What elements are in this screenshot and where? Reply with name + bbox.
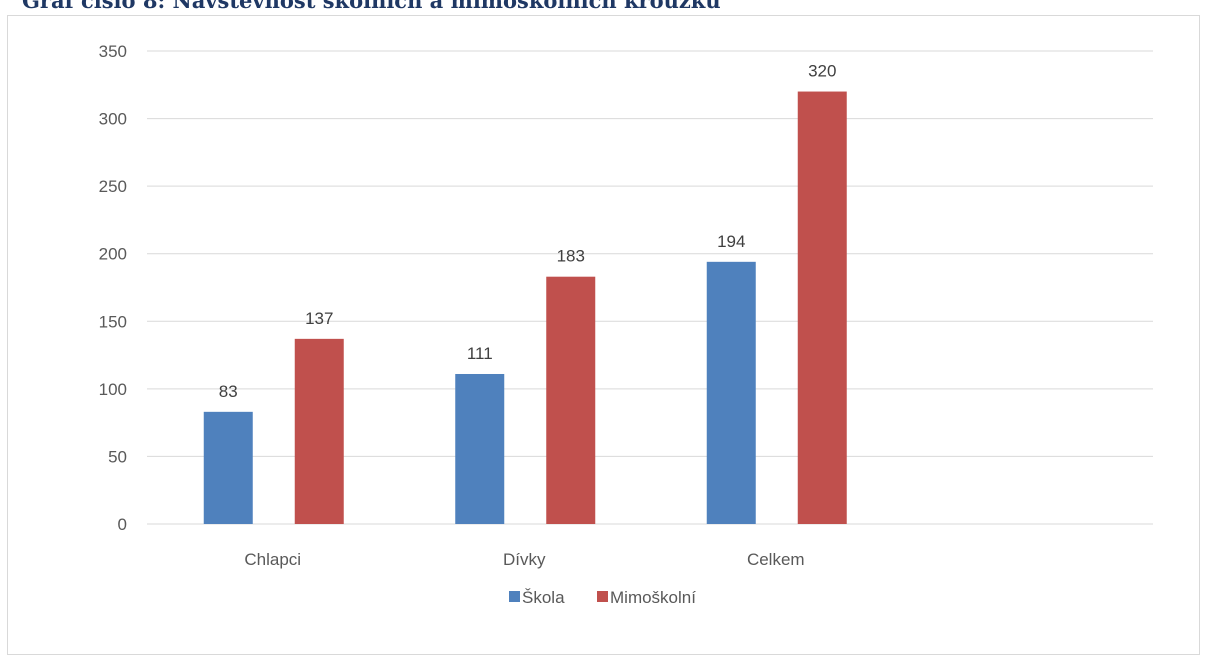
bar-chart: 0 50 100 150 200 250 300 350 Chlapci Dívky Celkem…: [99, 42, 1153, 607]
bar: [706, 261, 756, 524]
data-label: 83: [219, 382, 238, 401]
y-tick-label: 350: [99, 42, 127, 61]
gridlines: [147, 50, 1153, 525]
x-tick-label: Celkem: [747, 550, 805, 569]
bars: [203, 91, 847, 525]
bar: [797, 91, 847, 525]
x-tick-label: Dívky: [503, 550, 546, 569]
y-tick-label: 0: [118, 515, 127, 534]
x-axis: Chlapci Dívky Celkem: [244, 550, 804, 569]
y-tick-label: 150: [99, 312, 127, 331]
chart-frame: [7, 15, 1200, 655]
legend-swatch: [509, 591, 520, 602]
y-tick-label: 250: [99, 177, 127, 196]
legend-swatch: [597, 591, 608, 602]
data-label: 111: [467, 344, 493, 363]
data-label: 320: [808, 62, 836, 81]
y-axis: 0 50 100 150 200 250 300 350: [99, 42, 127, 534]
bar: [294, 338, 344, 524]
y-tick-label: 50: [108, 447, 127, 466]
bar: [546, 276, 596, 524]
legend-label: Škola: [522, 588, 565, 607]
bar: [455, 373, 505, 524]
y-tick-label: 200: [99, 245, 127, 264]
data-label: 194: [717, 232, 745, 251]
chart-title: Graf číslo 8: Návštěvnost školních a mim…: [22, 0, 721, 13]
data-labels: 83 137 111 183 194 320: [219, 62, 837, 401]
legend: Škola Mimoškolní: [509, 588, 696, 607]
data-label: 137: [305, 309, 333, 328]
y-tick-label: 300: [99, 110, 127, 129]
bar: [203, 411, 253, 524]
data-label: 183: [557, 247, 585, 266]
y-tick-label: 100: [99, 380, 127, 399]
x-tick-label: Chlapci: [244, 550, 301, 569]
legend-label: Mimoškolní: [610, 588, 696, 607]
